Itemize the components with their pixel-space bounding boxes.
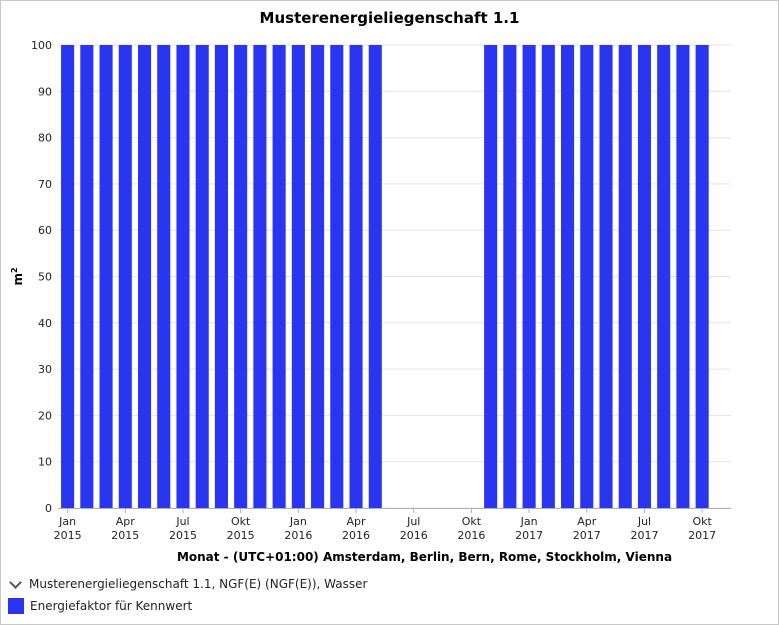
x-tick-label-year: 2016 — [342, 529, 370, 542]
bar — [311, 45, 325, 508]
y-tick-label: 100 — [31, 39, 52, 52]
legend-swatch — [8, 598, 24, 614]
y-tick-label: 50 — [38, 271, 52, 284]
bar — [157, 45, 171, 508]
x-tick-label-year: 2017 — [515, 529, 543, 542]
y-tick-label: 10 — [38, 456, 52, 469]
x-tick-label-year: 2016 — [457, 529, 485, 542]
bar — [657, 45, 671, 508]
x-tick-label-month: Jul — [175, 515, 189, 528]
x-tick-label-month: Jul — [406, 515, 420, 528]
legend-group-toggle[interactable]: Musterenergieliegenschaft 1.1, NGF(E) (N… — [8, 575, 368, 591]
x-tick-label-year: 2015 — [111, 529, 139, 542]
y-tick-label: 40 — [38, 317, 52, 330]
x-tick-label-month: Okt — [462, 515, 482, 528]
x-axis-label: Monat - (UTC+01:00) Amsterdam, Berlin, B… — [177, 550, 672, 564]
bar — [599, 45, 613, 508]
bar — [214, 45, 228, 508]
bar — [272, 45, 286, 508]
x-tick-label-year: 2017 — [630, 529, 658, 542]
legend-group-label: Musterenergieliegenschaft 1.1, NGF(E) (N… — [29, 577, 368, 591]
x-tick-label-month: Okt — [231, 515, 251, 528]
x-tick-label-year: 2016 — [400, 529, 428, 542]
chart-plot: 0102030405060708090100Jan2015Apr2015Jul2… — [10, 39, 731, 564]
legend-series-label: Energiefaktor für Kennwert — [30, 599, 193, 613]
x-tick-label-month: Jan — [520, 515, 538, 528]
legend-series-item[interactable]: Energiefaktor für Kennwert — [8, 598, 192, 614]
x-tick-label-year: 2015 — [54, 529, 82, 542]
bar — [61, 45, 75, 508]
bar — [695, 45, 709, 508]
bar — [118, 45, 132, 508]
x-tick-label-year: 2015 — [227, 529, 255, 542]
bar — [580, 45, 594, 508]
y-tick-label: 0 — [45, 502, 52, 515]
x-tick-label-month: Apr — [347, 515, 367, 528]
bar — [676, 45, 690, 508]
y-tick-label: 90 — [38, 85, 52, 98]
bar — [484, 45, 498, 508]
bar — [522, 45, 536, 508]
x-tick-label-year: 2017 — [573, 529, 601, 542]
bar — [618, 45, 632, 508]
y-axis-label: m2 — [10, 267, 25, 285]
y-tick-label: 60 — [38, 224, 52, 237]
chevron-down-icon[interactable] — [9, 575, 22, 589]
x-tick-label-month: Apr — [577, 515, 597, 528]
bar — [137, 45, 152, 508]
bar — [368, 45, 382, 508]
x-tick-label-year: 2015 — [169, 529, 197, 542]
bar — [503, 45, 517, 508]
y-tick-label: 20 — [38, 409, 52, 422]
y-tick-label: 30 — [38, 363, 52, 376]
bar — [541, 45, 555, 508]
x-tick-label-year: 2016 — [284, 529, 312, 542]
x-tick-label-month: Jan — [289, 515, 307, 528]
bar — [561, 45, 575, 508]
bar — [99, 45, 113, 508]
y-tick-label: 70 — [38, 178, 52, 191]
x-tick-label-year: 2017 — [688, 529, 716, 542]
bar — [195, 45, 209, 508]
bar — [80, 45, 94, 508]
chart-title: Musterenergieliegenschaft 1.1 — [259, 9, 520, 27]
x-tick-label-month: Jul — [637, 515, 651, 528]
bar — [234, 45, 248, 508]
bar — [253, 45, 267, 508]
bar — [330, 45, 344, 508]
x-tick-label-month: Jan — [58, 515, 76, 528]
bar — [637, 45, 652, 508]
bar — [291, 45, 305, 508]
y-tick-label: 80 — [38, 132, 52, 145]
x-tick-label-month: Okt — [692, 515, 712, 528]
bar — [176, 45, 190, 508]
x-tick-label-month: Apr — [116, 515, 136, 528]
bar — [349, 45, 363, 508]
